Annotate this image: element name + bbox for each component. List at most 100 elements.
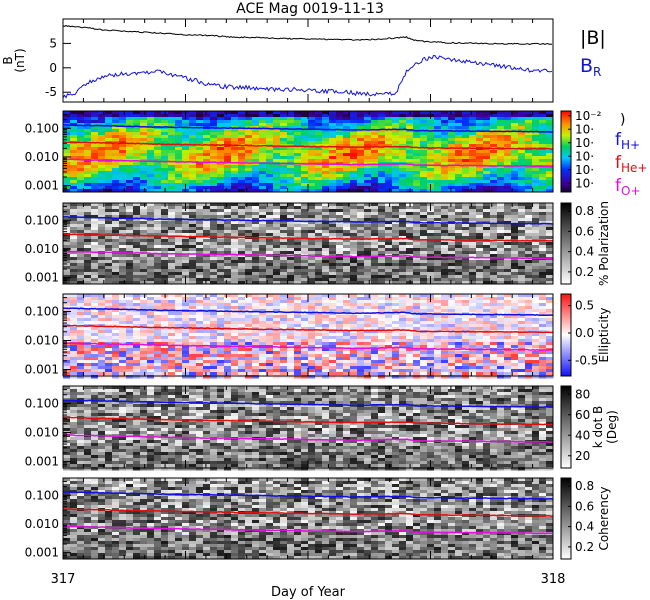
heat-cell [504,306,512,310]
heat-cell [252,300,260,304]
heat-cell [161,312,169,316]
heat-cell [308,153,316,157]
heat-cell [322,333,330,337]
heat-cell [497,309,505,313]
heat-cell [364,306,372,310]
heat-cell [343,177,351,181]
heat-cell [245,321,253,325]
heat-cell [112,218,120,222]
heat-cell [441,239,449,243]
heat-cell [392,114,400,118]
heat-cell [294,233,302,237]
heat-cell [154,150,162,154]
heat-cell [308,333,316,337]
heat-cell [336,141,344,145]
heat-cell [525,209,533,213]
heat-cell [175,230,183,234]
heat-cell [63,294,71,298]
heat-cell [301,248,309,252]
heat-cell [546,251,554,255]
heat-cell [238,186,246,190]
heat-cell [126,168,134,172]
heat-cell [350,150,358,154]
heat-cell [231,257,239,261]
heat-cell [350,257,358,261]
heat-cell [497,254,505,258]
heat-cell [322,233,330,237]
heat-cell [161,117,169,121]
heat-cell [497,272,505,276]
heat-cell [336,156,344,160]
heat-cell [77,266,85,270]
heat-cell [140,330,148,334]
x-minor-ticks-1 [62,111,554,192]
heat-cell [308,257,316,261]
heat-cell [301,174,309,178]
gyro-line-fHe+-1 [62,141,554,150]
heat-cell [329,129,337,133]
heat-cell [532,218,540,222]
heat-cell [315,227,323,231]
heat-cell [504,278,512,282]
heat-cell [504,303,512,307]
heat-cell [133,278,141,282]
heat-cell [147,150,155,154]
heat-cell [294,159,302,163]
heat-cell [420,114,428,118]
heat-cell [490,275,498,279]
heat-cell [504,177,512,181]
heat-cell [168,260,176,264]
heat-cell [546,227,554,231]
heat-cell [98,150,106,154]
heat-cell [119,174,127,178]
heat-cell [91,281,99,285]
heat-cell [140,212,148,216]
heat-cell [378,324,386,328]
heat-cell [126,203,134,207]
heat-cell [196,272,204,276]
heat-cell [441,306,449,310]
heat-cell [420,327,428,331]
heat-cell [406,315,414,319]
heat-cell [371,245,379,249]
heat-cell [147,224,155,228]
heat-cell [455,171,463,175]
heat-cell [476,150,484,154]
heat-cell [287,315,295,319]
heat-cell [266,318,274,322]
heat-cell [329,147,337,151]
heat-cell [210,120,218,124]
heat-cell [203,120,211,124]
heat-cell [294,297,302,301]
heat-cell [182,306,190,310]
heat-cell [392,159,400,163]
heat-cell [518,177,526,181]
heat-cell [539,297,547,301]
heat-cell [518,126,526,130]
heat-cell [518,180,526,184]
heat-cell [161,120,169,124]
heat-cell [217,206,225,210]
heat-cell [371,294,379,298]
heat-cell [266,206,274,210]
heat-cell [364,275,372,279]
heat-cell [126,254,134,258]
heat-cell [539,266,547,270]
heat-cell [518,165,526,169]
heat-cell [175,162,183,166]
heat-cell [511,251,519,255]
heat-cell [105,186,113,190]
heat-cell [84,309,92,313]
heat-cell [378,114,386,118]
heat-cell [357,330,365,334]
heat-cell [329,257,337,261]
heat-cell [308,150,316,154]
heat-cell [455,224,463,228]
heat-cell [441,126,449,130]
heat-cell [483,300,491,304]
y-axis-label: B [1,56,15,64]
heat-cell [315,245,323,249]
heat-cell [371,330,379,334]
heat-cell [273,248,281,252]
heat-cell [210,236,218,240]
